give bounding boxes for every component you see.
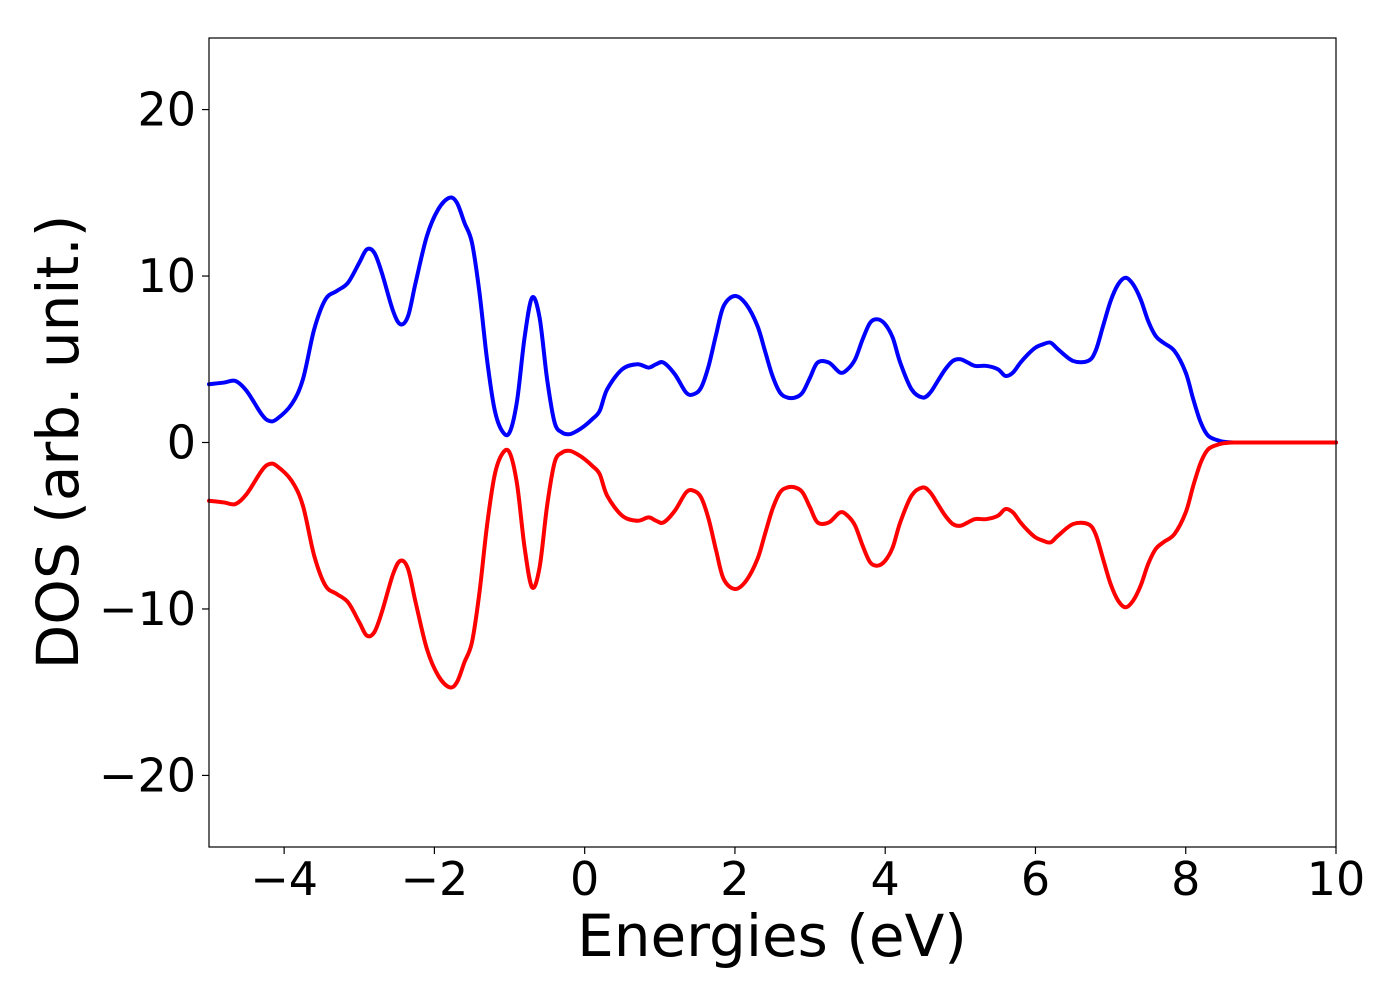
y-tick-label: 10 — [137, 249, 196, 303]
y-tick-label: −20 — [99, 748, 196, 802]
x-tick-label: −2 — [400, 852, 468, 906]
x-axis-title: Energies (eV) — [577, 902, 967, 970]
series-line-1 — [207, 195, 1338, 445]
series-line-2 — [207, 440, 1338, 690]
y-axis: −20 −10 0 10 20 — [99, 83, 209, 802]
x-tick-label: 6 — [1021, 852, 1050, 906]
y-tick-label: −10 — [99, 582, 196, 636]
plot-area — [207, 37, 1338, 848]
y-tick-label: 0 — [167, 416, 196, 470]
x-tick-label: 2 — [720, 852, 749, 906]
y-axis-title: DOS (arb. unit.) — [24, 215, 92, 670]
x-tick-label: 8 — [1171, 852, 1200, 906]
x-axis: −4 −2 0 2 4 6 8 10 — [250, 847, 1365, 906]
x-tick-label: 10 — [1307, 852, 1366, 906]
x-tick-label: 0 — [570, 852, 599, 906]
plot-frame — [208, 37, 1337, 848]
x-tick-label: −4 — [250, 852, 318, 906]
x-tick-label: 4 — [871, 852, 900, 906]
y-tick-label: 20 — [137, 83, 196, 137]
series-layer — [207, 195, 1338, 690]
